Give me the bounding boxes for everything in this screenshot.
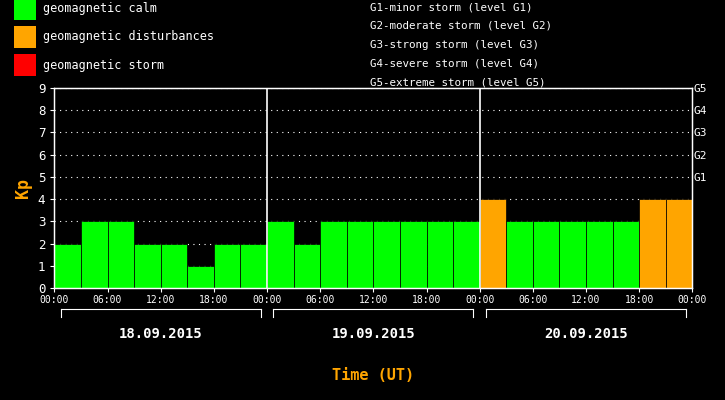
Bar (533, 221, 560, 288)
Bar (666, 199, 692, 288)
Bar (347, 221, 373, 288)
Bar (506, 221, 533, 288)
Text: 20.09.2015: 20.09.2015 (544, 327, 628, 341)
Bar (107, 221, 134, 288)
Bar (214, 244, 241, 288)
Text: 19.09.2015: 19.09.2015 (331, 327, 415, 341)
Text: geomagnetic storm: geomagnetic storm (43, 59, 164, 72)
Text: G4-severe storm (level G4): G4-severe storm (level G4) (370, 59, 539, 69)
Bar (400, 221, 426, 288)
FancyBboxPatch shape (14, 26, 36, 48)
Bar (639, 199, 666, 288)
Bar (586, 221, 613, 288)
Text: G5-extreme storm (level G5): G5-extreme storm (level G5) (370, 78, 545, 88)
Text: G1-minor storm (level G1): G1-minor storm (level G1) (370, 2, 532, 12)
Bar (294, 244, 320, 288)
FancyBboxPatch shape (14, 0, 36, 20)
Text: geomagnetic disturbances: geomagnetic disturbances (43, 30, 214, 44)
Text: Time (UT): Time (UT) (332, 368, 415, 384)
Bar (560, 221, 586, 288)
Bar (134, 244, 161, 288)
Text: geomagnetic calm: geomagnetic calm (43, 2, 157, 15)
Text: 18.09.2015: 18.09.2015 (119, 327, 202, 341)
Bar (161, 244, 187, 288)
Bar (187, 266, 214, 288)
Bar (453, 221, 480, 288)
Bar (241, 244, 267, 288)
Bar (81, 221, 107, 288)
Y-axis label: Kp: Kp (14, 178, 33, 198)
FancyBboxPatch shape (14, 54, 36, 76)
Bar (320, 221, 347, 288)
Bar (426, 221, 453, 288)
Bar (267, 221, 294, 288)
Bar (373, 221, 400, 288)
Bar (613, 221, 639, 288)
Bar (480, 199, 506, 288)
Bar (54, 244, 81, 288)
Text: G2-moderate storm (level G2): G2-moderate storm (level G2) (370, 21, 552, 31)
Text: G3-strong storm (level G3): G3-strong storm (level G3) (370, 40, 539, 50)
